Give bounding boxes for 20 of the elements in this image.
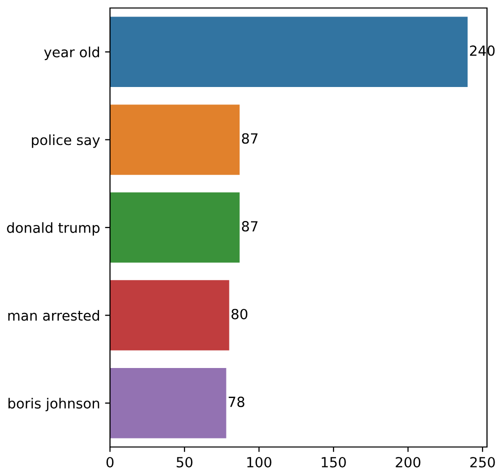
data-label: 87: [242, 133, 258, 144]
y-tick-label: boris johnson: [8, 398, 100, 412]
bar: [110, 104, 240, 175]
x-tick-label: 0: [106, 456, 114, 468]
x-tick-label: 50: [176, 456, 192, 468]
x-tick-label: 100: [247, 456, 272, 468]
y-tick-label: donald trump: [7, 222, 100, 236]
bar: [110, 192, 240, 263]
x-tick-label: 200: [396, 456, 420, 468]
x-tick-label: 150: [322, 456, 346, 468]
data-label: 78: [228, 396, 244, 408]
y-tick-label: police say: [32, 134, 100, 148]
data-label: 87: [242, 221, 258, 232]
y-tick-label: man arrested: [8, 310, 100, 321]
bar: [110, 368, 226, 438]
x-tick-label: 250: [470, 456, 495, 468]
bar: [110, 280, 230, 350]
data-label: 80: [232, 308, 248, 320]
y-tick-label: year old: [44, 46, 100, 60]
bar: [110, 16, 468, 88]
